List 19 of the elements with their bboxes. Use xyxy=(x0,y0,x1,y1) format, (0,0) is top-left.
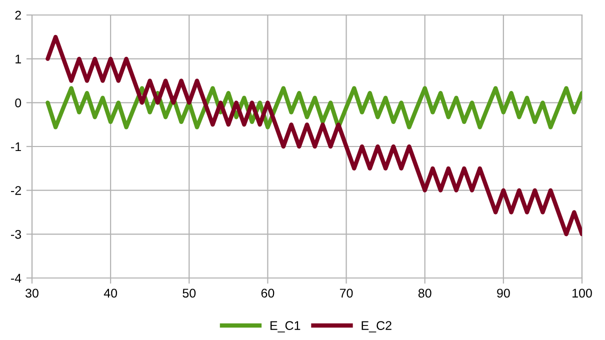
y-tick-label: 2 xyxy=(15,10,21,20)
y-tick-label: -4 xyxy=(11,274,22,283)
legend-label: E_C1 xyxy=(270,321,300,332)
line-series xyxy=(46,34,582,236)
line-series xyxy=(46,86,582,130)
y-tick-label: -2 xyxy=(11,186,21,195)
y-tick-label: -1 xyxy=(11,142,21,152)
y-tick-label: -3 xyxy=(11,230,22,239)
x-tick-label: 60 xyxy=(261,288,274,298)
x-tick-label: 80 xyxy=(418,288,432,298)
y-tick-label: 1 xyxy=(16,54,21,64)
x-tick-label: 30 xyxy=(26,288,38,298)
y-tick-label: 0 xyxy=(15,98,22,108)
legend-label: E_C2 xyxy=(362,321,392,332)
x-tick-label: 40 xyxy=(104,288,118,298)
x-tick-label: 50 xyxy=(182,288,196,298)
x-tick-label: 90 xyxy=(497,288,510,298)
x-tick-label: 70 xyxy=(340,288,353,298)
x-tick-label: 100 xyxy=(572,288,592,298)
